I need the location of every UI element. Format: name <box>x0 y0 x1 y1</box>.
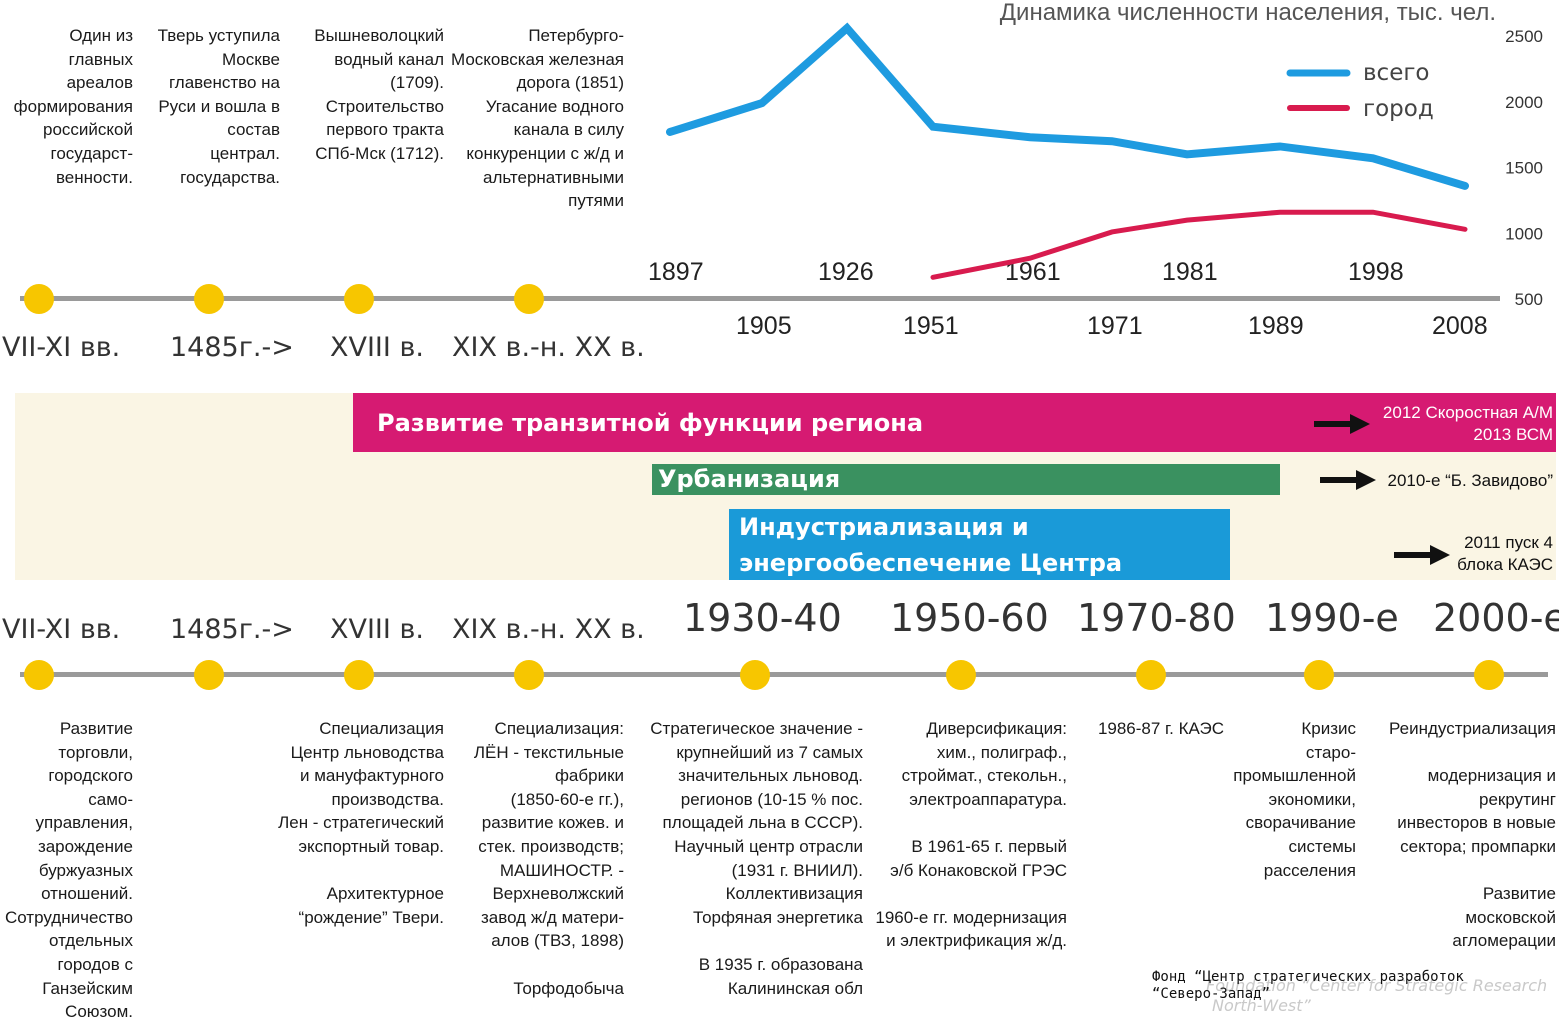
bottom-era-label-vii-xi: VII-XI вв. <box>2 614 120 645</box>
y-tick-label-1000: 1000 <box>1505 224 1543 243</box>
bottom-dot-1970-80 <box>1136 660 1166 690</box>
bottom-era-label-1485: 1485г.-> <box>170 614 294 645</box>
legend-label-city: город <box>1363 96 1434 122</box>
arrow-industrial-icon <box>1394 545 1450 565</box>
band-urban: Урбанизация <box>652 464 1280 495</box>
band-note-transit: 2012 Скоростная А/М 2013 ВСМ <box>1383 402 1553 446</box>
bottom-dot-2000 <box>1474 660 1504 690</box>
bottom-note-2000: Реиндустриализация модернизация и рекрут… <box>1389 717 1556 953</box>
band-industrial-label-2: энергообеспечение Центра <box>739 545 1122 581</box>
bottom-note-1930-40: Стратегическое значение - крупнейший из … <box>650 717 863 1000</box>
chart-title: Динамика численности населения, тыс. чел… <box>1000 0 1496 26</box>
bottom-era-label-xix: XIX в.-н. XX в. <box>452 614 645 645</box>
band-urban-label: Урбанизация <box>658 465 840 493</box>
decade-label-1990: 1990-е <box>1265 596 1399 640</box>
arrow-urban-icon <box>1320 470 1376 490</box>
bottom-note-1950-60: Диверсификация: хим., полиграф., стройма… <box>875 717 1067 953</box>
bottom-note-xviii: Специализация Центр льноводства и мануфа… <box>278 717 444 929</box>
y-tick-label-1500: 1500 <box>1505 159 1543 178</box>
bottom-dot-1485 <box>194 660 224 690</box>
y-tick-label-2500: 2500 <box>1505 27 1543 46</box>
decade-label-1950-60: 1950-60 <box>890 596 1049 640</box>
decade-label-1970-80: 1970-80 <box>1077 596 1236 640</box>
band-industrial: Индустриализация и энергообеспечение Цен… <box>729 509 1230 580</box>
band-note-urban: 2010-е “Б. Завидово” <box>1387 470 1553 492</box>
credit-text: Фонд “Центр стратегических разработок “С… <box>1152 969 1464 1003</box>
bottom-dot-1930-40 <box>740 660 770 690</box>
population-chart: Динамика численности населения, тыс. чел… <box>0 0 1559 380</box>
decade-label-1930-40: 1930-40 <box>683 596 842 640</box>
decade-label-2000: 2000-е <box>1433 596 1559 640</box>
bottom-dot-xviii <box>344 660 374 690</box>
bottom-note-1970-80: 1986-87 г. КАЭС <box>1098 717 1224 741</box>
bottom-note-vii-xi: Развитие торговли, городского само- упра… <box>5 717 133 1024</box>
band-note-industrial: 2011 пуск 4 блока КАЭС <box>1457 532 1553 576</box>
bottom-note-xix: Специализация: ЛЁН - текстильные фабрики… <box>474 717 624 1000</box>
arrow-transit-icon <box>1314 414 1370 434</box>
bottom-dot-xix <box>514 660 544 690</box>
band-transit: Развитие транзитной функции региона <box>353 393 1556 452</box>
bottom-dot-vii-xi <box>24 660 54 690</box>
bottom-era-label-xviii: XVIII в. <box>330 614 424 645</box>
series-line-city <box>933 212 1465 277</box>
bottom-dot-1990 <box>1304 660 1334 690</box>
y-tick-label-500: 500 <box>1515 290 1543 309</box>
band-transit-label: Развитие транзитной функции региона <box>377 409 923 437</box>
chart-legend: всего город <box>1290 60 1434 122</box>
bottom-dot-1950-60 <box>946 660 976 690</box>
band-industrial-label-1: Индустриализация и <box>739 509 1029 545</box>
y-tick-label-2000: 2000 <box>1505 93 1543 112</box>
bottom-note-1990: Кризис старо- промышленной экономики, св… <box>1233 717 1356 882</box>
legend-label-total: всего <box>1363 60 1430 86</box>
